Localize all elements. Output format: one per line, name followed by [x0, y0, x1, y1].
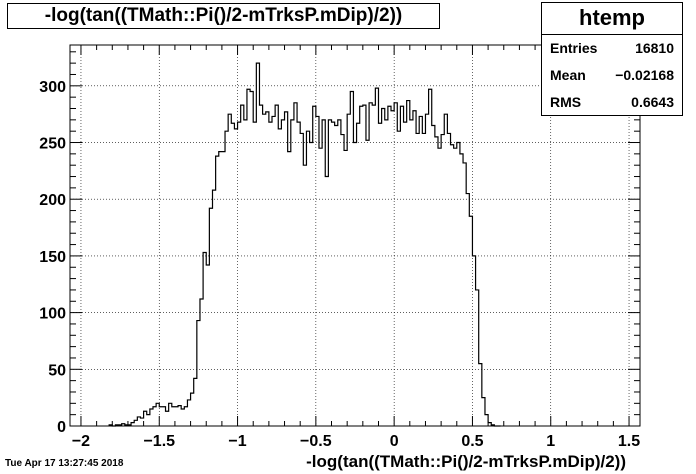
x-tick-label: 1.5 [618, 433, 640, 450]
stats-label: Entries [550, 40, 598, 56]
y-tick-label: 300 [39, 79, 66, 96]
x-tick-label: 0.5 [461, 433, 483, 450]
stats-row-mean: Mean −0.02168 [542, 62, 682, 89]
y-tick-label: 150 [39, 249, 66, 266]
x-axis-label: -log(tan((TMath::Pi()/2-mTrksP.mDip)/2)) [306, 452, 626, 471]
y-tick-label: 50 [48, 362, 66, 379]
stats-title: htemp [542, 3, 682, 35]
x-tick-label: 0 [390, 433, 399, 450]
x-tick-label: −2 [72, 433, 90, 450]
datestamp: Tue Apr 17 13:27:45 2018 [5, 458, 124, 469]
stats-label: Mean [550, 67, 586, 83]
x-tick-label: 1 [546, 433, 555, 450]
y-tick-label: 200 [39, 192, 66, 209]
stats-label: RMS [550, 94, 582, 110]
x-tick-label: −1.5 [143, 433, 175, 450]
y-tick-label: 250 [39, 136, 66, 153]
stats-value: −0.02168 [615, 67, 674, 83]
axes: −2 −1.5 −1 −0.5 0 0.5 1 1.5 0 50 100 150 200 250 300 [39, 45, 640, 450]
stats-value: 0.6643 [631, 94, 674, 110]
x-tick-label: −1 [228, 433, 246, 450]
histogram-title: -log(tan((TMath::Pi()/2-mTrksP.mDip)/2)) [7, 3, 440, 29]
stats-row-rms: RMS 0.6643 [542, 89, 682, 116]
histogram-outline [108, 62, 501, 427]
x-tick-label: −0.5 [300, 433, 332, 450]
stats-value: 16810 [635, 40, 674, 56]
y-tick-label: 0 [57, 419, 66, 436]
y-tick-label: 100 [39, 306, 66, 323]
plot-frame [69, 44, 641, 427]
stats-box: htemp Entries 16810 Mean −0.02168 RMS 0.… [541, 2, 683, 116]
stats-row-entries: Entries 16810 [542, 35, 682, 62]
